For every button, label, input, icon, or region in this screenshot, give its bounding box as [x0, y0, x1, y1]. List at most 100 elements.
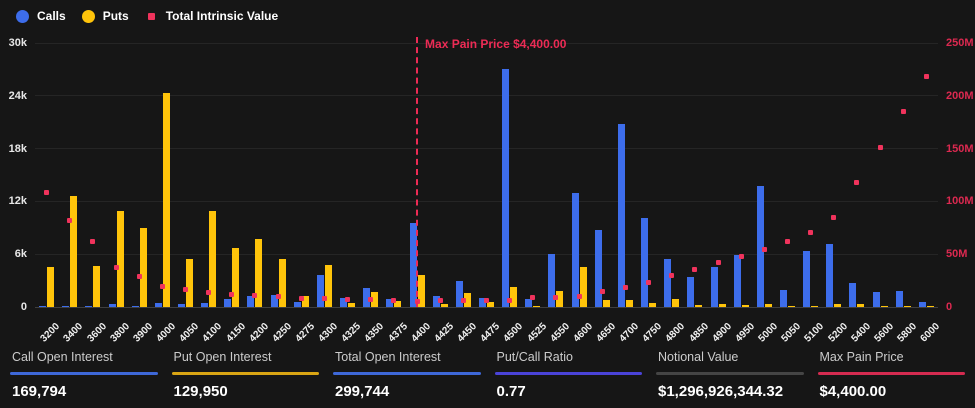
put-bar[interactable] [811, 305, 819, 307]
put-bar[interactable] [47, 267, 55, 307]
intrinsic-value-marker[interactable] [67, 217, 73, 223]
call-bar[interactable] [386, 299, 394, 307]
call-bar[interactable] [525, 299, 533, 307]
put-bar[interactable] [926, 306, 934, 307]
put-bar[interactable] [232, 248, 240, 307]
put-bar[interactable] [93, 265, 101, 307]
put-bar[interactable] [649, 303, 657, 307]
call-bar[interactable] [62, 306, 70, 307]
put-bar[interactable] [487, 301, 494, 307]
call-bar[interactable] [85, 306, 93, 307]
put-bar[interactable] [116, 211, 124, 307]
call-bar[interactable] [39, 306, 47, 307]
put-bar[interactable] [903, 306, 911, 307]
call-bar[interactable] [803, 250, 811, 307]
intrinsic-value-marker[interactable] [507, 297, 513, 303]
put-bar[interactable] [764, 304, 772, 307]
call-bar[interactable] [432, 296, 440, 307]
put-bar[interactable] [695, 305, 703, 307]
intrinsic-value-marker[interactable] [460, 297, 466, 303]
put-bar[interactable] [880, 306, 888, 307]
intrinsic-value-marker[interactable] [854, 180, 860, 186]
put-bar[interactable] [625, 299, 633, 307]
call-bar[interactable] [548, 254, 556, 307]
call-bar[interactable] [756, 185, 764, 307]
call-bar[interactable] [455, 280, 463, 307]
put-bar[interactable] [255, 239, 263, 307]
intrinsic-value-marker[interactable] [761, 246, 767, 252]
call-bar[interactable] [293, 301, 301, 307]
intrinsic-value-marker[interactable] [900, 108, 906, 114]
legend-item-total-intrinsic-value[interactable]: Total Intrinsic Value [145, 9, 278, 23]
call-bar[interactable] [131, 305, 139, 307]
intrinsic-value-marker[interactable] [646, 279, 652, 285]
intrinsic-value-marker[interactable] [923, 74, 929, 80]
put-bar[interactable] [579, 266, 587, 307]
call-bar[interactable] [201, 303, 209, 307]
intrinsic-value-marker[interactable] [785, 238, 790, 244]
intrinsic-value-marker[interactable] [136, 273, 142, 279]
intrinsic-value-marker[interactable] [345, 296, 351, 302]
put-bar[interactable] [834, 303, 842, 307]
call-bar[interactable] [594, 229, 602, 307]
call-bar[interactable] [664, 258, 672, 307]
put-bar[interactable] [278, 259, 286, 307]
intrinsic-value-marker[interactable] [321, 296, 327, 302]
legend-item-calls[interactable]: Calls [16, 9, 66, 23]
put-bar[interactable] [602, 299, 610, 307]
intrinsic-value-marker[interactable] [44, 190, 50, 196]
put-bar[interactable] [371, 292, 379, 307]
call-bar[interactable] [918, 301, 926, 307]
intrinsic-value-marker[interactable] [159, 283, 165, 289]
intrinsic-value-marker[interactable] [715, 260, 721, 266]
put-bar[interactable] [556, 290, 564, 307]
put-bar[interactable] [324, 264, 332, 307]
intrinsic-value-marker[interactable] [90, 239, 96, 245]
call-bar[interactable] [270, 294, 278, 307]
call-bar[interactable] [502, 69, 510, 307]
put-bar[interactable] [741, 304, 749, 307]
put-bar[interactable] [394, 300, 402, 307]
put-bar[interactable] [463, 292, 471, 307]
legend-item-puts[interactable]: Puts [81, 9, 129, 23]
call-bar[interactable] [733, 255, 741, 307]
put-bar[interactable] [186, 259, 193, 307]
intrinsic-value-marker[interactable] [692, 266, 698, 272]
call-bar[interactable] [409, 223, 417, 307]
call-bar[interactable] [316, 275, 324, 307]
intrinsic-value-marker[interactable] [113, 265, 119, 271]
call-bar[interactable] [826, 243, 834, 307]
intrinsic-value-marker[interactable] [622, 284, 628, 290]
intrinsic-value-marker[interactable] [808, 230, 814, 236]
put-bar[interactable] [440, 304, 448, 307]
put-bar[interactable] [301, 296, 309, 307]
put-bar[interactable] [209, 211, 217, 307]
put-bar[interactable] [139, 227, 147, 307]
call-bar[interactable] [224, 299, 232, 307]
put-bar[interactable] [857, 304, 865, 307]
call-bar[interactable] [178, 304, 185, 307]
call-bar[interactable] [479, 298, 486, 307]
put-bar[interactable] [70, 196, 78, 307]
call-bar[interactable] [154, 302, 162, 307]
call-bar[interactable] [895, 291, 903, 307]
call-bar[interactable] [108, 304, 116, 307]
call-bar[interactable] [641, 218, 649, 307]
intrinsic-value-marker[interactable] [391, 297, 397, 303]
intrinsic-value-marker[interactable] [206, 290, 212, 296]
intrinsic-value-marker[interactable] [484, 297, 489, 303]
put-bar[interactable] [672, 299, 680, 307]
call-bar[interactable] [617, 123, 625, 307]
intrinsic-value-marker[interactable] [831, 215, 837, 221]
intrinsic-value-marker[interactable] [599, 289, 605, 295]
intrinsic-value-marker[interactable] [368, 297, 374, 303]
intrinsic-value-marker[interactable] [738, 254, 744, 260]
call-bar[interactable] [780, 290, 787, 307]
intrinsic-value-marker[interactable] [298, 295, 304, 301]
call-bar[interactable] [340, 298, 348, 307]
put-bar[interactable] [348, 303, 356, 307]
intrinsic-value-marker[interactable] [669, 273, 675, 279]
call-bar[interactable] [247, 296, 255, 307]
call-bar[interactable] [710, 267, 718, 307]
call-bar[interactable] [571, 193, 579, 307]
